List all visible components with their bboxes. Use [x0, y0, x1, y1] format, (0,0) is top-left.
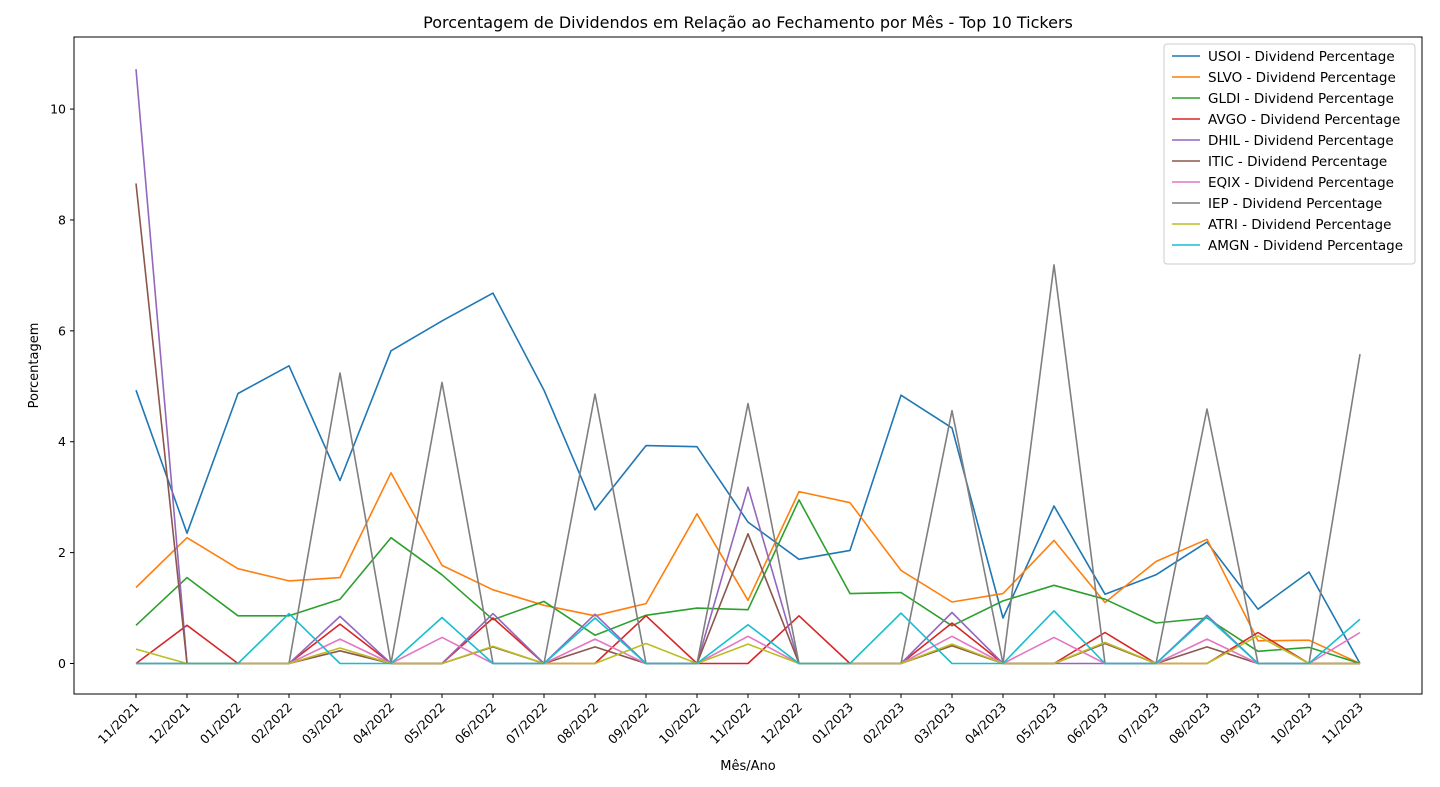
legend-entry: ATRI - Dividend Percentage [1208, 217, 1391, 233]
series-line-slvo [135, 471, 1361, 665]
x-tick-label: 02/2023 [860, 700, 907, 747]
series-line-gldi [135, 499, 1361, 665]
series-line-usoi [135, 292, 1361, 664]
legend: USOI - Dividend Percentage SLVO - Dividen… [1163, 43, 1416, 265]
x-tick-label: 11/2023 [1319, 700, 1366, 747]
x-tick-label: 09/2022 [605, 700, 652, 747]
x-tick-label: 03/2022 [299, 700, 346, 747]
x-tick-label: 11/2022 [707, 700, 754, 747]
x-tick-label: 07/2023 [1115, 700, 1162, 747]
y-tick-label: 4 [58, 434, 66, 449]
x-tick-label: 02/2022 [248, 700, 295, 747]
x-tick-label: 12/2022 [758, 700, 805, 747]
x-axis-label: Mês/Ano [720, 759, 775, 774]
y-axis: 0 2 4 6 8 10 [50, 102, 74, 671]
x-tick-label: 12/2021 [146, 700, 193, 747]
y-tick-label: 10 [50, 102, 66, 117]
y-axis-label: Porcentagem [27, 323, 42, 409]
legend-entry: DHIL - Dividend Percentage [1208, 133, 1394, 149]
x-tick-label: 01/2023 [809, 700, 856, 747]
x-tick-label: 10/2023 [1268, 700, 1315, 747]
legend-entry: GLDI - Dividend Percentage [1208, 91, 1394, 107]
x-tick-label: 11/2021 [95, 700, 142, 747]
legend-entry: EQIX - Dividend Percentage [1208, 175, 1394, 191]
x-tick-label: 01/2022 [197, 700, 244, 747]
y-tick-label: 6 [58, 323, 66, 338]
x-tick-label: 03/2023 [911, 700, 958, 747]
x-tick-label: 08/2022 [554, 700, 601, 747]
legend-box [1163, 43, 1416, 265]
x-tick-label: 06/2022 [452, 700, 499, 747]
x-tick-label: 08/2023 [1166, 700, 1213, 747]
x-tick-label: 09/2023 [1217, 700, 1264, 747]
series-line-iep [136, 264, 1361, 665]
legend-entry: SLVO - Dividend Percentage [1208, 70, 1396, 86]
chart-title: Porcentagem de Dividendos em Relação ao … [423, 13, 1073, 32]
legend-entry: ITIC - Dividend Percentage [1208, 154, 1387, 170]
legend-entry: AMGN - Dividend Percentage [1208, 238, 1403, 254]
x-tick-label: 10/2022 [656, 700, 703, 747]
y-tick-label: 8 [58, 212, 66, 227]
y-tick-label: 2 [58, 545, 66, 560]
legend-entry: AVGO - Dividend Percentage [1208, 112, 1400, 128]
x-tick-label: 05/2023 [1013, 700, 1060, 747]
x-tick-label: 04/2022 [350, 700, 397, 747]
x-tick-label: 04/2023 [962, 700, 1009, 747]
x-tick-label: 05/2022 [401, 700, 448, 747]
plot-area [135, 69, 1361, 665]
y-tick-label: 0 [58, 656, 66, 671]
series-line-amgn [136, 609, 1361, 665]
x-tick-label: 06/2023 [1064, 700, 1111, 747]
legend-entry: IEP - Dividend Percentage [1208, 196, 1382, 212]
legend-entry: USOI - Dividend Percentage [1208, 49, 1395, 65]
series-line-eqix [136, 631, 1361, 665]
x-axis: 11/2021 12/2021 01/2022 02/2022 03/2022 04/20… [95, 694, 1366, 747]
x-tick-label: 07/2022 [503, 700, 550, 747]
